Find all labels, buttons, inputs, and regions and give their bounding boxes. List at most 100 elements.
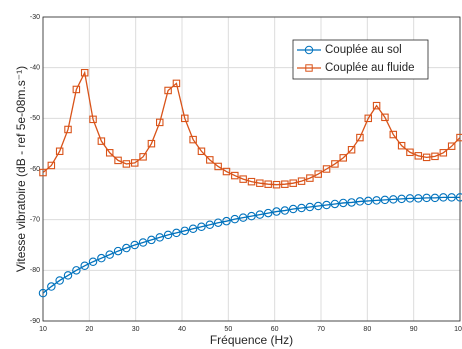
marker: [163, 230, 173, 240]
marker: [181, 114, 189, 123]
y-tick-label: -70: [30, 217, 40, 224]
y-axis-label: Vitesse vibratoire (dB - ref 5e-08m.s⁻¹): [14, 66, 28, 272]
y-tick-label: -50: [30, 115, 40, 122]
marker: [422, 193, 431, 203]
marker: [389, 195, 398, 204]
marker: [389, 130, 398, 139]
marker: [122, 160, 131, 168]
marker: [297, 203, 306, 213]
marker: [289, 179, 297, 187]
marker: [231, 171, 239, 180]
marker: [414, 152, 423, 160]
marker: [80, 68, 89, 77]
marker: [422, 153, 431, 162]
marker: [455, 193, 462, 202]
x-tick-label: 90: [410, 326, 418, 333]
marker: [313, 201, 323, 211]
marker: [80, 261, 89, 271]
marker: [138, 238, 148, 247]
marker: [113, 246, 123, 256]
marker: [447, 142, 456, 150]
y-tick-label: -60: [30, 166, 40, 173]
marker: [55, 147, 64, 156]
marker: [297, 177, 306, 185]
marker: [89, 115, 97, 124]
marker: [356, 133, 364, 142]
y-tick-label: -30: [30, 14, 40, 21]
marker: [197, 222, 206, 232]
x-tick-label: 80: [363, 326, 371, 333]
marker: [272, 180, 281, 189]
marker: [205, 220, 215, 229]
marker: [255, 210, 265, 219]
marker: [88, 257, 98, 266]
marker: [364, 196, 373, 206]
y-tick-label: -40: [30, 65, 40, 72]
marker: [380, 195, 390, 205]
marker: [64, 125, 72, 134]
marker: [130, 159, 139, 167]
marker: [72, 266, 81, 275]
marker: [180, 226, 190, 236]
marker: [397, 141, 406, 150]
marker: [97, 253, 106, 263]
marker: [247, 211, 256, 221]
marker: [456, 133, 462, 142]
marker: [406, 148, 414, 157]
marker: [347, 198, 356, 207]
marker: [189, 135, 197, 144]
marker: [197, 147, 206, 156]
marker: [414, 194, 423, 203]
x-tick-label: 60: [271, 326, 279, 333]
y-tick-label: -80: [30, 267, 40, 274]
marker: [72, 85, 81, 94]
marker: [130, 240, 139, 250]
marker: [347, 145, 356, 154]
x-tick-label: 10: [39, 326, 47, 333]
legend-marker: [305, 64, 313, 72]
marker: [206, 156, 214, 164]
marker: [447, 193, 456, 202]
marker: [156, 118, 164, 127]
series-line: [42, 196, 460, 294]
marker: [430, 193, 440, 203]
marker: [230, 214, 240, 224]
marker: [172, 79, 181, 88]
marker: [114, 156, 122, 165]
marker: [105, 149, 114, 157]
marker: [439, 149, 448, 157]
marker: [139, 153, 147, 161]
marker: [147, 235, 156, 245]
marker: [222, 167, 231, 176]
marker: [105, 250, 114, 259]
series-line: [42, 70, 461, 186]
marker: [338, 198, 348, 208]
marker: [155, 233, 165, 242]
marker: [172, 228, 181, 238]
marker: [38, 288, 48, 298]
marker: [263, 208, 273, 218]
marker: [238, 213, 248, 222]
marker: [372, 196, 381, 205]
marker: [188, 224, 198, 234]
marker: [281, 180, 289, 188]
y-tick-label: -90: [30, 318, 40, 325]
marker: [288, 204, 298, 214]
marker: [364, 114, 373, 123]
x-tick-label: 70: [317, 326, 325, 333]
marker: [122, 243, 131, 253]
x-tick-label: 100: [454, 326, 462, 333]
legend-box: [292, 39, 429, 80]
marker: [147, 139, 156, 148]
x-tick-label: 30: [132, 326, 140, 333]
marker: [214, 162, 222, 171]
x-tick-label: 40: [178, 326, 186, 333]
marker: [213, 218, 223, 227]
marker: [239, 175, 247, 183]
marker: [355, 197, 365, 206]
marker: [405, 194, 415, 203]
marker: [164, 86, 172, 95]
marker: [63, 271, 73, 280]
